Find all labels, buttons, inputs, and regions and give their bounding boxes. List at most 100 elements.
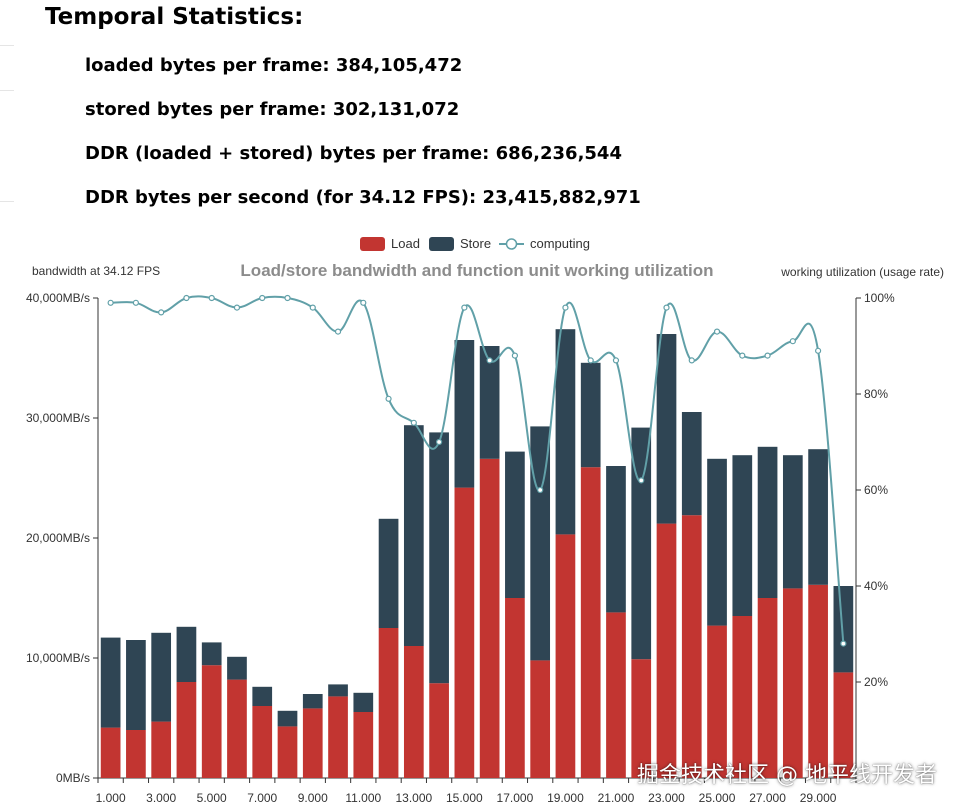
bar-store xyxy=(100,637,121,728)
bar-store xyxy=(479,346,500,459)
bar-store xyxy=(580,362,601,468)
bar-store xyxy=(505,451,525,598)
legend-store-swatch[interactable] xyxy=(429,237,454,251)
x-axis-tick-label: 3.000 xyxy=(146,791,176,805)
computing-point xyxy=(309,304,316,311)
bar-load xyxy=(732,616,753,778)
bar-load xyxy=(252,706,273,778)
bar-store xyxy=(151,632,172,722)
computing-point xyxy=(587,357,594,364)
bar-store xyxy=(833,586,854,673)
x-axis-tick-label: 21.000 xyxy=(598,791,635,805)
bar-load xyxy=(606,612,626,778)
x-axis-tick-label: 9.000 xyxy=(298,791,328,805)
legend-store-label[interactable]: Store xyxy=(460,236,491,251)
x-axis-tick-label: 27.000 xyxy=(749,791,786,805)
bar-load xyxy=(656,523,677,778)
bar-store xyxy=(631,427,652,660)
legend-computing-label[interactable]: computing xyxy=(530,236,590,251)
computing-point xyxy=(562,304,569,311)
x-axis-tick-label: 19.000 xyxy=(547,791,584,805)
x-axis-tick-label: 25.000 xyxy=(699,791,736,805)
bar-store xyxy=(378,518,399,628)
bar-load xyxy=(126,730,146,778)
computing-point xyxy=(612,357,620,364)
bar-load xyxy=(580,467,601,778)
x-axis-tick-label: 15.000 xyxy=(446,791,483,805)
bar-load xyxy=(100,727,121,778)
watermark: 掘金技术社区 @ 地平线开发者 xyxy=(637,763,937,788)
computing-point xyxy=(663,304,670,311)
computing-point xyxy=(259,294,266,302)
legend-load-swatch[interactable] xyxy=(360,237,385,251)
bar-store xyxy=(707,458,727,626)
stat-ddr-bytes-per-second: DDR bytes per second (for 34.12 FPS): 23… xyxy=(85,187,641,208)
right-axis-label: working utilization (usage rate) xyxy=(780,265,944,279)
bar-store xyxy=(656,334,677,524)
bar-load xyxy=(479,458,500,778)
computing-point xyxy=(107,299,114,306)
bar-store xyxy=(681,412,702,516)
computing-point xyxy=(436,438,443,446)
stat-ddr-bytes: DDR (loaded + stored) bytes per frame: 6… xyxy=(85,143,622,164)
x-axis-tick-label: 17.000 xyxy=(497,791,534,805)
left-axis-tick-label: 10,000MB/s xyxy=(26,651,90,665)
bar-store xyxy=(403,425,424,646)
legend-load-label[interactable]: Load xyxy=(391,236,420,251)
bar-load xyxy=(782,588,803,778)
chart-title: Load/store bandwidth and function unit w… xyxy=(240,261,713,280)
bar-load xyxy=(353,712,374,778)
computing-point xyxy=(410,419,417,426)
legend-computing-marker[interactable] xyxy=(505,238,518,250)
computing-point xyxy=(537,486,544,494)
bar-load xyxy=(151,721,172,778)
bar-load xyxy=(757,598,778,778)
bar-store xyxy=(353,692,374,712)
bar-store xyxy=(227,656,247,680)
divider xyxy=(0,45,14,46)
computing-point xyxy=(158,309,165,316)
computing-point xyxy=(739,352,746,359)
computing-point xyxy=(713,328,721,335)
left-axis-tick-label: 30,000MB/s xyxy=(26,411,90,425)
bar-load xyxy=(277,726,298,778)
bar-store xyxy=(606,466,626,613)
right-axis-tick-label: 40% xyxy=(864,579,888,593)
bar-load xyxy=(201,665,222,778)
right-axis-tick-label: 60% xyxy=(864,483,888,497)
bar-store xyxy=(454,340,475,488)
bar-load xyxy=(378,628,399,778)
bar-store xyxy=(126,640,146,730)
bar-store xyxy=(302,694,323,709)
bar-load xyxy=(808,584,828,778)
computing-point xyxy=(284,294,291,302)
computing-point xyxy=(511,352,519,359)
bar-store xyxy=(555,329,576,535)
bar-load xyxy=(681,515,702,778)
computing-point xyxy=(334,328,342,335)
bar-store xyxy=(328,684,348,697)
stat-stored-bytes: stored bytes per frame: 302,131,072 xyxy=(85,99,460,120)
divider xyxy=(0,90,14,91)
computing-point xyxy=(233,304,241,311)
bar-load xyxy=(227,679,247,778)
computing-point xyxy=(132,299,139,306)
left-axis-tick-label: 40,000MB/s xyxy=(26,291,90,305)
bar-store xyxy=(176,626,197,682)
bar-store xyxy=(808,449,828,585)
bar-store xyxy=(277,710,298,727)
bar-load xyxy=(302,708,323,778)
computing-point xyxy=(789,338,796,345)
bar-load xyxy=(555,534,576,778)
computing-point xyxy=(840,640,847,647)
computing-point xyxy=(385,395,392,402)
computing-point xyxy=(486,357,493,364)
x-axis-tick-label: 13.000 xyxy=(395,791,432,805)
bar-load xyxy=(505,598,525,778)
stat-loaded-bytes: loaded bytes per frame: 384,105,472 xyxy=(85,55,463,76)
bar-store xyxy=(782,455,803,589)
left-axis-tick-label: 0MB/s xyxy=(56,771,90,785)
x-axis-tick-label: 23.000 xyxy=(648,791,685,805)
bar-store xyxy=(429,432,449,684)
